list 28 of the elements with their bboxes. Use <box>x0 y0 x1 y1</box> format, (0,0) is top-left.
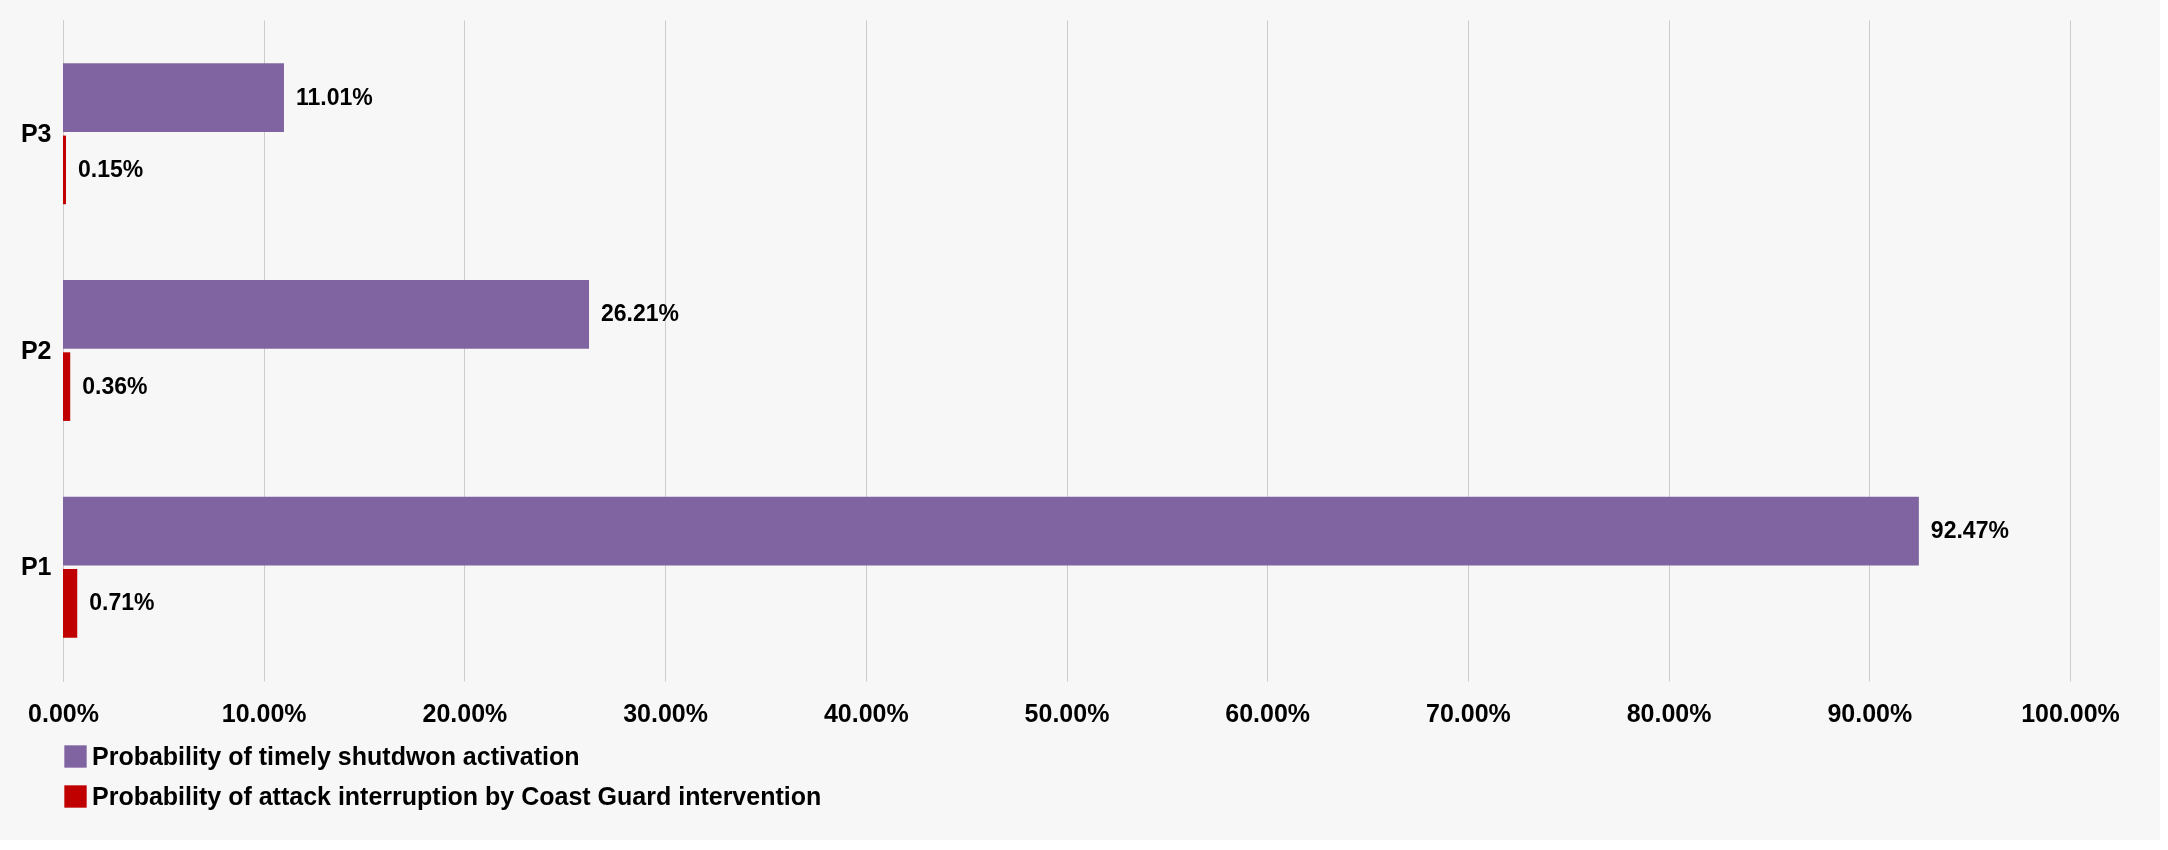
x-tick-label: 20.00% <box>422 698 508 727</box>
bar <box>63 352 71 421</box>
legend-label: Probability of timely shutdwon activation <box>92 741 580 770</box>
data-label: 92.47% <box>1930 517 2009 544</box>
x-tick-label: 70.00% <box>1426 698 1511 727</box>
bar <box>63 569 78 638</box>
data-label: 0.36% <box>82 372 148 399</box>
x-tick-label: 0.00% <box>28 698 99 727</box>
y-tick-label: P1 <box>20 552 52 581</box>
x-tick-label: 60.00% <box>1225 698 1311 727</box>
y-tick-label: P2 <box>20 335 52 364</box>
x-tick-label: 50.00% <box>1024 698 1110 727</box>
y-tick-label: P3 <box>20 118 52 147</box>
bar <box>63 135 67 205</box>
bar <box>63 280 590 349</box>
x-tick-label: 80.00% <box>1626 698 1712 727</box>
legend-label: Probability of attack interruption by Coast Guard intervention <box>92 781 822 810</box>
x-tick-label: 90.00% <box>1827 698 1913 727</box>
x-tick-label: 40.00% <box>823 698 909 727</box>
x-tick-label: 100.00% <box>2021 698 2120 727</box>
bar <box>63 496 1919 566</box>
data-label: 11.01% <box>295 83 373 110</box>
data-label: 0.71% <box>89 589 155 616</box>
x-tick-label: 30.00% <box>623 698 708 727</box>
x-tick-label: 10.00% <box>221 698 307 727</box>
data-label: 26.21% <box>601 300 680 327</box>
bar <box>63 63 284 132</box>
data-label: 0.15% <box>78 155 144 182</box>
